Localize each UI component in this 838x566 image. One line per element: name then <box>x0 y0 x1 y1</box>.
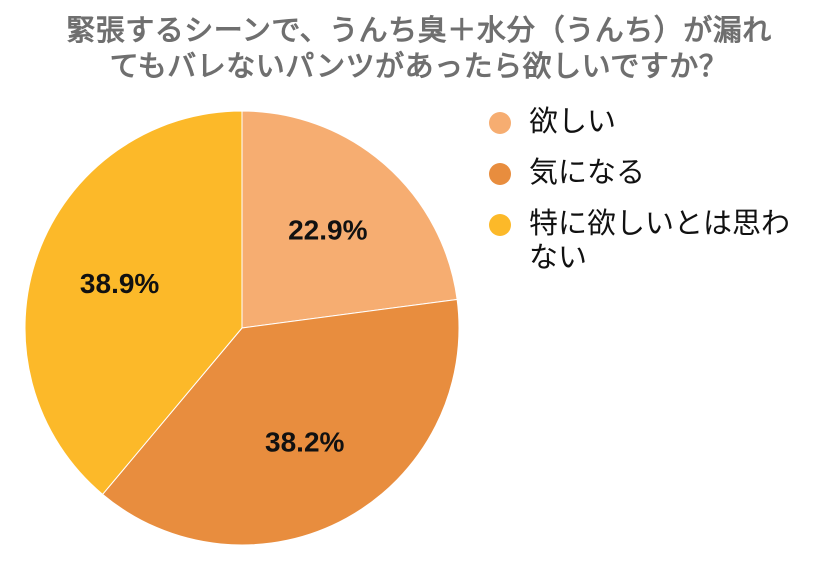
legend-item-curious: 気になる <box>487 155 807 189</box>
chart-title-line-1: 緊張するシーンで、うんち臭＋水分（うんち）が漏れ <box>66 13 772 47</box>
chart-title: 緊張するシーンで、うんち臭＋水分（うんち）が漏れ てもバレないパンツがあったら欲… <box>0 12 838 84</box>
slice-curious-label: 38.2% <box>265 427 344 458</box>
legend-label-want: 欲しい <box>529 104 617 138</box>
legend: 欲しい 気になる 特に欲しいとは思わない <box>487 104 807 291</box>
slice-want <box>241 110 458 329</box>
slice-not-particularly-label: 38.9% <box>80 268 159 299</box>
legend-swatch-want <box>489 112 511 134</box>
legend-label-not-particularly: 特に欲しいとは思わない <box>529 206 791 274</box>
chart-title-line-2: てもバレないパンツがあったら欲しいですか？ <box>109 49 729 83</box>
slice-want-label: 22.9% <box>288 215 367 246</box>
legend-item-not-particularly: 特に欲しいとは思わない <box>487 206 807 274</box>
legend-label-curious: 気になる <box>529 155 646 189</box>
legend-swatch-curious <box>489 163 511 185</box>
legend-swatch-not-particularly <box>489 214 511 236</box>
legend-item-want: 欲しい <box>487 104 807 138</box>
slice-not-particularly <box>24 110 243 496</box>
slice-curious <box>101 298 460 546</box>
